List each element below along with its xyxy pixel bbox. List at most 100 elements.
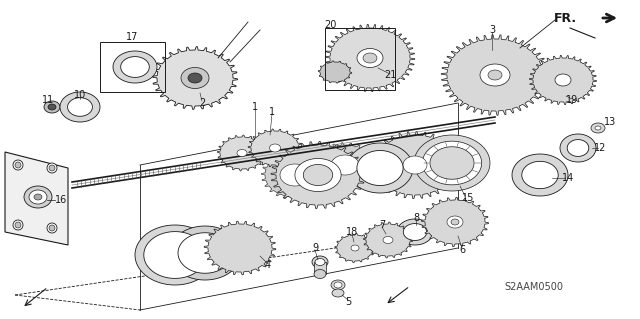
Ellipse shape [403, 156, 427, 174]
Polygon shape [370, 131, 460, 199]
Circle shape [13, 220, 23, 230]
Ellipse shape [447, 216, 463, 228]
Ellipse shape [334, 282, 342, 288]
Ellipse shape [315, 258, 325, 265]
Polygon shape [522, 161, 558, 189]
Circle shape [13, 160, 23, 170]
Polygon shape [421, 197, 488, 247]
Circle shape [49, 225, 55, 231]
Ellipse shape [331, 280, 345, 290]
Polygon shape [5, 152, 68, 245]
Circle shape [49, 165, 55, 171]
Polygon shape [314, 143, 376, 187]
Polygon shape [113, 51, 157, 83]
Polygon shape [560, 134, 596, 162]
Text: 15: 15 [462, 193, 474, 203]
Ellipse shape [269, 144, 280, 152]
Polygon shape [68, 98, 92, 116]
Ellipse shape [595, 126, 601, 130]
Ellipse shape [591, 123, 605, 133]
Polygon shape [169, 226, 241, 280]
Polygon shape [529, 56, 596, 105]
Ellipse shape [351, 245, 359, 251]
Text: 11: 11 [42, 95, 54, 105]
Text: 3: 3 [489, 25, 495, 35]
Circle shape [47, 163, 57, 173]
Polygon shape [512, 154, 568, 196]
Circle shape [47, 223, 57, 233]
Ellipse shape [181, 68, 209, 88]
Polygon shape [248, 129, 302, 167]
Polygon shape [318, 61, 352, 83]
Ellipse shape [314, 270, 326, 278]
Ellipse shape [363, 53, 377, 63]
Ellipse shape [451, 219, 459, 225]
Circle shape [15, 162, 21, 168]
Circle shape [15, 222, 21, 228]
Polygon shape [303, 165, 333, 185]
Polygon shape [295, 159, 341, 191]
Text: S2AAM0500: S2AAM0500 [504, 282, 563, 292]
Text: 1: 1 [269, 107, 275, 117]
Text: 6: 6 [459, 245, 465, 255]
Polygon shape [204, 221, 276, 275]
Ellipse shape [480, 64, 510, 86]
Text: 4: 4 [265, 260, 271, 270]
Polygon shape [325, 25, 415, 92]
Text: 12: 12 [594, 143, 606, 153]
Ellipse shape [44, 101, 60, 113]
Ellipse shape [357, 48, 383, 68]
Bar [325, 28, 395, 90]
Ellipse shape [188, 73, 202, 83]
Polygon shape [441, 35, 548, 115]
Polygon shape [357, 151, 403, 185]
Polygon shape [403, 224, 427, 241]
Ellipse shape [555, 74, 571, 86]
Polygon shape [280, 164, 310, 186]
Polygon shape [567, 140, 589, 156]
Ellipse shape [237, 150, 247, 157]
Polygon shape [430, 147, 474, 179]
Polygon shape [414, 135, 490, 191]
Text: 2: 2 [199, 98, 205, 108]
Ellipse shape [24, 186, 52, 208]
Text: 18: 18 [346, 227, 358, 237]
Bar [100, 42, 165, 92]
Polygon shape [364, 222, 413, 258]
Ellipse shape [34, 194, 42, 200]
Text: 19: 19 [566, 95, 578, 105]
Text: 8: 8 [413, 213, 419, 223]
Polygon shape [121, 56, 149, 78]
Text: 1: 1 [252, 102, 258, 112]
Bar [314, 262, 326, 274]
Polygon shape [144, 232, 206, 278]
Polygon shape [271, 141, 365, 209]
Text: 5: 5 [345, 297, 351, 307]
Ellipse shape [488, 70, 502, 80]
Polygon shape [347, 143, 413, 193]
Ellipse shape [312, 256, 328, 268]
Polygon shape [178, 233, 232, 273]
Ellipse shape [29, 190, 47, 204]
Text: 17: 17 [126, 32, 138, 42]
Text: 16: 16 [55, 195, 67, 205]
Text: 14: 14 [562, 173, 574, 183]
Text: FR.: FR. [554, 11, 577, 25]
Ellipse shape [332, 289, 344, 297]
Text: 20: 20 [324, 20, 336, 30]
Ellipse shape [383, 236, 393, 243]
Ellipse shape [48, 104, 56, 110]
Text: 10: 10 [74, 90, 86, 100]
Polygon shape [135, 225, 215, 285]
Polygon shape [422, 141, 482, 185]
Text: 7: 7 [379, 220, 385, 230]
Polygon shape [60, 92, 100, 122]
Polygon shape [331, 155, 359, 175]
Polygon shape [335, 234, 375, 263]
Text: 21: 21 [384, 70, 396, 80]
Polygon shape [152, 47, 237, 109]
Text: 9: 9 [312, 243, 318, 253]
Text: 13: 13 [604, 117, 616, 127]
Polygon shape [218, 135, 267, 171]
Polygon shape [261, 150, 328, 200]
